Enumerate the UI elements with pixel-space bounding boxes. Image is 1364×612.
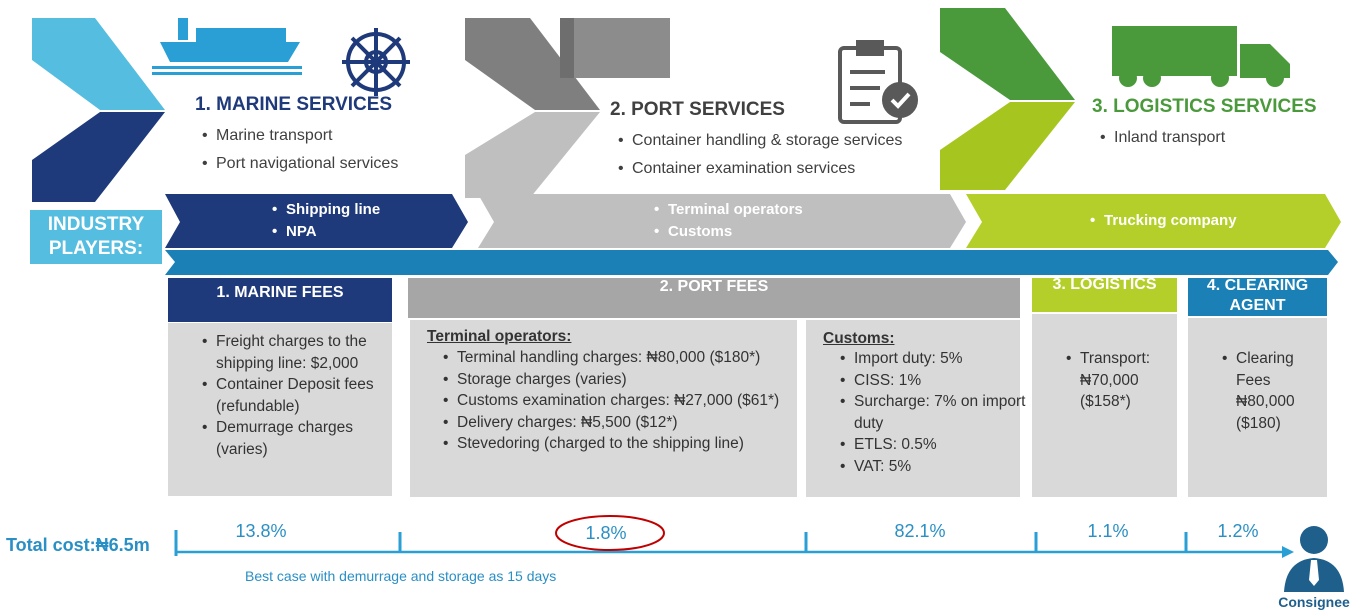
chevron [32,18,165,110]
share: 82.1% [894,521,946,541]
player: NPA [272,221,380,243]
arrow-head [1282,546,1294,558]
chevron [32,112,165,202]
fee-header [1032,278,1177,312]
stage-items: Inland transport [1098,124,1225,152]
fee-header [168,278,392,322]
highlight-circle [555,515,665,551]
item: VAT: 5% [840,456,1032,478]
fee-header [1188,278,1327,316]
player: Shipping line [272,199,380,221]
item: Clearing Fees ₦80,000 ($180) [1222,348,1326,434]
item: Delivery charges: ₦5,500 ($12*) [443,412,807,434]
fee-title: 2. PORT FEES [659,278,769,295]
item: Import duty: 5% [840,348,1032,370]
item: ETLS: 0.5% [840,434,1032,456]
item: Freight charges to the shipping line: $2… [202,331,404,374]
players-label-box [30,210,162,264]
fee-title: 4. CLEARING AGENT [1206,277,1309,314]
item: Container examination services [618,155,902,183]
total-cost: Total cost:₦6.5m [6,535,150,555]
item: CISS: 1% [840,370,1032,392]
fee-heading: Customs: [823,330,895,347]
share: 1.1% [1087,521,1129,541]
stage-title: 2. PORT SERVICES [610,99,785,120]
fee-items: Transport: ₦70,000 ($158*) [1064,348,1185,413]
fee-items: Freight charges to the shipping line: $2… [200,331,404,460]
chevron [465,18,600,110]
wheel-icon [342,28,410,96]
fee-header [408,278,1020,318]
item: Transport: ₦70,000 ($158*) [1066,348,1185,413]
fee-title: 3. LOGISTICS [1052,276,1157,293]
players-label: INDUSTRY PLAYERS: [47,214,145,259]
consignee-label: Consignee [1278,594,1350,610]
share: 1.8% [585,523,627,543]
player: Customs [654,221,803,243]
share: 1.2% [1217,521,1259,541]
chevron [465,112,600,198]
blue-band [165,250,1338,275]
item: Container Deposit fees (refundable) [202,374,404,417]
players: Shipping lineNPA [270,199,380,243]
fee-items: Import duty: 5%CISS: 1%Surcharge: 7% on … [838,348,1032,477]
item: Terminal handling charges: ₦80,000 ($180… [443,347,807,369]
consignee-icon [1284,526,1344,592]
player: Terminal operators [654,199,803,221]
truck-icon [1112,26,1290,87]
stage-title: 3. LOGISTICS SERVICES [1092,96,1317,117]
fee-heading: Terminal operators: [427,328,572,345]
players: Terminal operatorsCustoms [652,199,803,243]
note: Best case with demurrage and storage as … [245,568,557,584]
stage-items: Marine transportPort navigational servic… [200,122,398,178]
fee-items: Clearing Fees ₦80,000 ($180) [1220,348,1326,434]
share: 13.8% [235,521,287,541]
item: Storage charges (varies) [443,369,807,391]
stage-title: 1. MARINE SERVICES [195,94,393,115]
fee-title: 1. MARINE FEES [216,284,344,301]
item: Surcharge: 7% on import duty [840,391,1032,434]
item: Customs examination charges: ₦27,000 ($6… [443,390,807,412]
item: Port navigational services [202,150,398,178]
fee-items: Terminal handling charges: ₦80,000 ($180… [441,347,807,455]
container-icon [560,18,670,78]
player: Trucking company [1090,210,1236,232]
chevron [940,8,1075,100]
ship-icon [152,18,302,75]
item: Marine transport [202,122,398,150]
item: Stevedoring (charged to the shipping lin… [443,433,807,455]
item: Demurrage charges (varies) [202,417,404,460]
item: Container handling & storage services [618,127,902,155]
item: Inland transport [1100,124,1225,152]
ticks [174,530,1188,556]
chevron [940,102,1075,190]
players: Trucking company [1088,210,1236,232]
clipboard-icon [838,40,918,124]
stage-items: Container handling & storage servicesCon… [616,127,902,183]
